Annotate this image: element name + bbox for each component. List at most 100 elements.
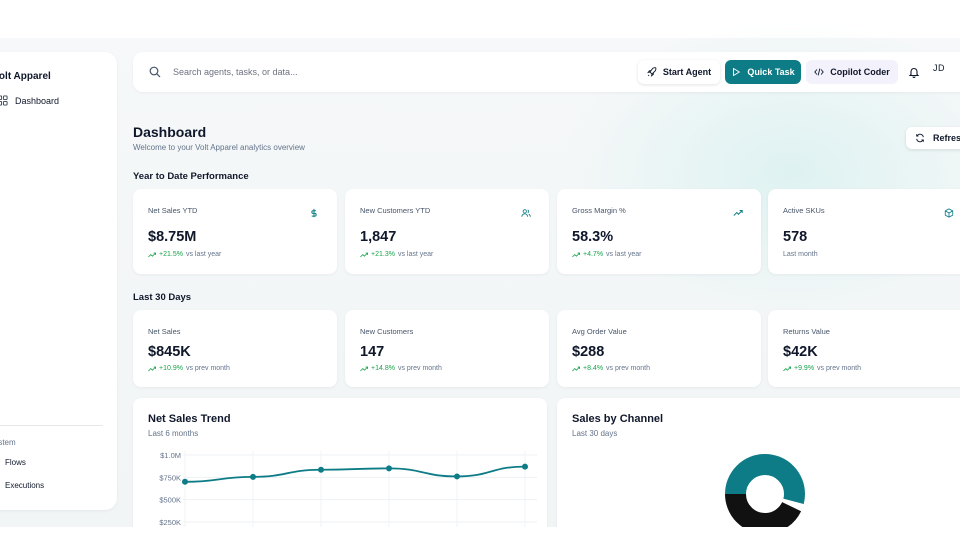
search-input[interactable] [173, 63, 593, 81]
trend-up-icon [572, 252, 580, 257]
kpi-label: New Customers YTD [360, 206, 431, 215]
app-background: Volt Apparel Dashboard System Flows Exec… [0, 0, 960, 527]
sidebar-item-label: Executions [5, 481, 45, 490]
kpi-change-note: vs prev month [185, 365, 230, 372]
kpi-label: Net Sales YTD [148, 206, 198, 215]
data-point[interactable] [454, 473, 460, 480]
kpi-change: +8.4% vs prev month [572, 365, 650, 372]
net-sales-trend-panel: Net Sales Trend Last 6 months $1.0M $750K… [133, 398, 547, 527]
kpi-change-pct: +21.5% [159, 251, 183, 258]
y-tick-label: $500K [159, 496, 181, 505]
kpi-card-new-customers: New Customers 147 +14.8% vs prev month [345, 310, 549, 387]
kpi-change-note: Last month [783, 251, 818, 258]
sidebar-item-flows[interactable]: Flows [0, 458, 26, 467]
data-point[interactable] [522, 463, 528, 470]
ytd-section-title: Year to Date Performance [133, 171, 249, 182]
code-icon [814, 68, 825, 76]
panel-title: Sales by Channel [572, 413, 664, 425]
trending-up-icon [733, 210, 743, 216]
donut-slice[interactable] [725, 454, 805, 527]
avatar[interactable]: JD [933, 63, 945, 73]
kpi-value: 1,847 [360, 229, 397, 245]
last30-section-title: Last 30 Days [133, 292, 192, 303]
brand-name: Volt Apparel [0, 71, 51, 82]
kpi-change-pct: +21.3% [371, 251, 395, 258]
y-tick-label: $250K [159, 518, 181, 527]
kpi-change-pct: +14.8% [371, 365, 395, 372]
start-agent-button[interactable]: Start Agent [638, 60, 720, 84]
kpi-label: Net Sales [148, 327, 181, 336]
kpi-change-pct: +4.7% [583, 251, 604, 258]
kpi-card-gross-margin: Gross Margin % 58.3% +4.7% vs last year [557, 189, 761, 274]
kpi-card-returns-value: Returns Value $42K +9.9% vs prev month [768, 310, 960, 387]
refresh-button[interactable]: Refresh [906, 127, 960, 149]
play-icon [733, 68, 741, 76]
sidebar-item-label: Dashboard [15, 95, 60, 106]
quick-task-button[interactable]: Quick Task [725, 60, 801, 84]
sidebar-item-executions[interactable]: Executions [0, 481, 44, 490]
kpi-value: 578 [783, 229, 808, 245]
bell-icon[interactable] [908, 66, 920, 78]
sidebar-section-label: System [0, 438, 16, 447]
dashboard-icon [0, 95, 8, 106]
trend-up-icon [360, 252, 368, 257]
y-tick-label: $750K [159, 473, 181, 482]
rocket-icon [647, 67, 657, 77]
sales-by-channel-panel: Sales by Channel Last 30 days [557, 398, 960, 527]
kpi-change: +4.7% vs last year [572, 251, 641, 258]
trend-up-icon [360, 366, 368, 371]
page-title: Dashboard [133, 124, 207, 140]
kpi-label: New Customers [360, 327, 414, 336]
users-icon [521, 209, 531, 217]
search-icon [149, 66, 161, 78]
data-point[interactable] [318, 466, 324, 473]
y-tick-label: $1.0M [160, 451, 181, 460]
kpi-label: Active SKUs [783, 206, 825, 215]
kpi-change-note: vs last year [397, 251, 434, 258]
kpi-change: +10.9% vs prev month [148, 365, 230, 372]
sidebar-item-dashboard[interactable]: Dashboard [0, 95, 59, 106]
kpi-change: +21.3% vs last year [360, 251, 433, 258]
start-agent-label: Start Agent [662, 67, 712, 77]
kpi-card-net-sales-ytd: Net Sales YTD $8.75M +21.5% vs last year [133, 189, 337, 274]
sidebar: Volt Apparel Dashboard System Flows Exec… [0, 52, 117, 510]
panel-subtitle: Last 30 days [572, 429, 618, 438]
copilot-coder-button[interactable]: Copilot Coder [806, 60, 898, 84]
sidebar-item-label: Flows [5, 458, 26, 467]
net-sales-trend-chart: $1.0M $750K $500K $250K [159, 451, 537, 527]
refresh-label: Refresh [933, 133, 960, 143]
kpi-card-avg-order-value: Avg Order Value $288 +8.4% vs prev month [557, 310, 761, 387]
kpi-label: Returns Value [783, 327, 830, 336]
dollar-icon [311, 208, 317, 218]
page-subtitle: Welcome to your Volt Apparel analytics o… [133, 143, 305, 152]
kpi-change-note: vs last year [185, 251, 222, 258]
kpi-value: 147 [360, 344, 385, 360]
kpi-change: +14.8% vs prev month [360, 365, 442, 372]
trend-up-icon [783, 366, 791, 371]
kpi-change-pct: +9.9% [794, 365, 815, 372]
quick-task-label: Quick Task [747, 67, 795, 77]
kpi-change-pct: +10.9% [159, 365, 183, 372]
kpi-change: Last month [783, 251, 818, 258]
kpi-change-note: vs prev month [817, 365, 862, 372]
kpi-value: $42K [783, 344, 818, 360]
trend-up-icon [148, 252, 156, 257]
panel-title: Net Sales Trend [148, 413, 231, 425]
data-point[interactable] [386, 465, 392, 472]
kpi-change-note: vs prev month [606, 365, 651, 372]
kpi-value: $288 [572, 344, 605, 360]
kpi-change: +9.9% vs prev month [783, 365, 861, 372]
kpi-card-new-customers-ytd: New Customers YTD 1,847 +21.3% vs last y… [345, 189, 549, 274]
kpi-value: 58.3% [572, 229, 614, 245]
kpi-value: $845K [148, 344, 191, 360]
data-point[interactable] [182, 478, 188, 485]
sidebar-divider [0, 425, 103, 426]
panel-subtitle: Last 6 months [148, 429, 199, 438]
trend-up-icon [572, 366, 580, 371]
kpi-change-pct: +8.4% [583, 365, 604, 372]
top-bar: Start Agent Quick Task Copilot Coder JD [133, 52, 960, 92]
kpi-label: Avg Order Value [572, 327, 627, 336]
series-line [184, 465, 526, 483]
trend-up-icon [148, 366, 156, 371]
data-point[interactable] [250, 473, 256, 480]
